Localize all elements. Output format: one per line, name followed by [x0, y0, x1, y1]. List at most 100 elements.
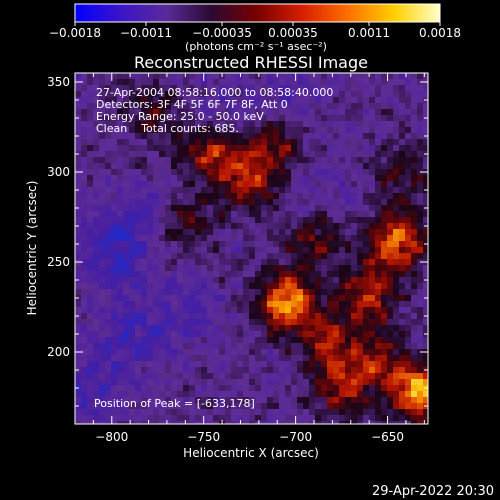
- heatmap-cell: [387, 91, 394, 98]
- heatmap-cell: [93, 259, 100, 266]
- heatmap-cell: [267, 337, 274, 344]
- heatmap-cell: [279, 121, 286, 128]
- heatmap-cell: [231, 205, 238, 212]
- heatmap-cell: [411, 85, 418, 92]
- heatmap-cell: [345, 85, 352, 92]
- heatmap-cell: [189, 181, 196, 188]
- heatmap-cell: [291, 421, 298, 424]
- heatmap-cell: [195, 367, 202, 374]
- heatmap-cell: [201, 379, 208, 386]
- heatmap-cell: [255, 169, 262, 176]
- heatmap-cell: [81, 163, 88, 170]
- heatmap-cell: [417, 385, 424, 392]
- heatmap-cell: [285, 289, 292, 296]
- heatmap-cell: [387, 199, 394, 206]
- heatmap-cell: [423, 319, 428, 326]
- heatmap-cell: [225, 229, 232, 236]
- heatmap-cell: [393, 193, 400, 200]
- heatmap-cell: [255, 103, 262, 110]
- heatmap-cell: [375, 259, 382, 266]
- heatmap-cell: [291, 211, 298, 218]
- heatmap-cell: [225, 151, 232, 158]
- heatmap-cell: [303, 235, 310, 242]
- heatmap-cell: [75, 145, 82, 152]
- heatmap-cell: [291, 343, 298, 350]
- heatmap-cell: [117, 397, 124, 404]
- heatmap-cell: [411, 175, 418, 182]
- heatmap-cell: [201, 367, 208, 374]
- heatmap-cell: [255, 415, 262, 422]
- heatmap-cell: [321, 385, 328, 392]
- heatmap-cell: [213, 295, 220, 302]
- heatmap-cell: [351, 97, 358, 104]
- heatmap-cell: [237, 145, 244, 152]
- heatmap-cell: [171, 235, 178, 242]
- heatmap-cell: [231, 415, 238, 422]
- heatmap-cell: [345, 157, 352, 164]
- heatmap-cell: [267, 223, 274, 230]
- heatmap-cell: [363, 397, 370, 404]
- heatmap-cell: [327, 133, 334, 140]
- heatmap-cell: [135, 415, 142, 422]
- heatmap-cell: [105, 325, 112, 332]
- heatmap-cell: [381, 337, 388, 344]
- heatmap-cell: [267, 247, 274, 254]
- heatmap-cell: [357, 271, 364, 278]
- heatmap-cell: [99, 133, 106, 140]
- heatmap-cell: [387, 211, 394, 218]
- heatmap-cell: [153, 409, 160, 416]
- heatmap-cell: [177, 373, 184, 380]
- heatmap-cell: [345, 217, 352, 224]
- heatmap-cell: [141, 73, 148, 80]
- heatmap-cell: [327, 361, 334, 368]
- heatmap-cell: [135, 115, 142, 122]
- heatmap-cell: [387, 277, 394, 284]
- heatmap-cell: [141, 247, 148, 254]
- heatmap-cell: [129, 139, 136, 146]
- heatmap-cell: [147, 301, 154, 308]
- heatmap-cell: [309, 331, 316, 338]
- heatmap-cell: [351, 319, 358, 326]
- heatmap-cell: [333, 379, 340, 386]
- heatmap-cell: [177, 187, 184, 194]
- heatmap-cell: [207, 211, 214, 218]
- heatmap-cell: [81, 373, 88, 380]
- heatmap-cell: [255, 151, 262, 158]
- heatmap-cell: [105, 361, 112, 368]
- heatmap-cell: [99, 271, 106, 278]
- heatmap-cell: [123, 121, 130, 128]
- heatmap-cell: [261, 337, 268, 344]
- heatmap-cell: [387, 73, 394, 80]
- heatmap-cell: [99, 187, 106, 194]
- heatmap-cell: [147, 253, 154, 260]
- heatmap-cell: [237, 175, 244, 182]
- heatmap-cell: [393, 145, 400, 152]
- heatmap-cell: [267, 367, 274, 374]
- heatmap-cell: [255, 307, 262, 314]
- heatmap-cell: [351, 391, 358, 398]
- heatmap-cell: [387, 295, 394, 302]
- heatmap-cell: [363, 85, 370, 92]
- heatmap-cell: [363, 277, 370, 284]
- heatmap-cell: [387, 325, 394, 332]
- heatmap-cell: [147, 355, 154, 362]
- heatmap-cell: [321, 193, 328, 200]
- heatmap-cell: [225, 145, 232, 152]
- heatmap-cell: [405, 91, 412, 98]
- heatmap-cell: [303, 217, 310, 224]
- heatmap-cell: [387, 259, 394, 266]
- heatmap-cell: [369, 283, 376, 290]
- heatmap-cell: [321, 157, 328, 164]
- heatmap-cell: [207, 205, 214, 212]
- heatmap-cell: [387, 157, 394, 164]
- heatmap-cell: [423, 379, 428, 386]
- heatmap-cell: [249, 247, 256, 254]
- heatmap-cell: [171, 421, 178, 424]
- heatmap-cell: [213, 241, 220, 248]
- heatmap-cell: [201, 301, 208, 308]
- heatmap-cell: [315, 169, 322, 176]
- heatmap-cell: [297, 349, 304, 356]
- heatmap-cell: [123, 397, 130, 404]
- heatmap-cell: [255, 373, 262, 380]
- heatmap-cell: [261, 397, 268, 404]
